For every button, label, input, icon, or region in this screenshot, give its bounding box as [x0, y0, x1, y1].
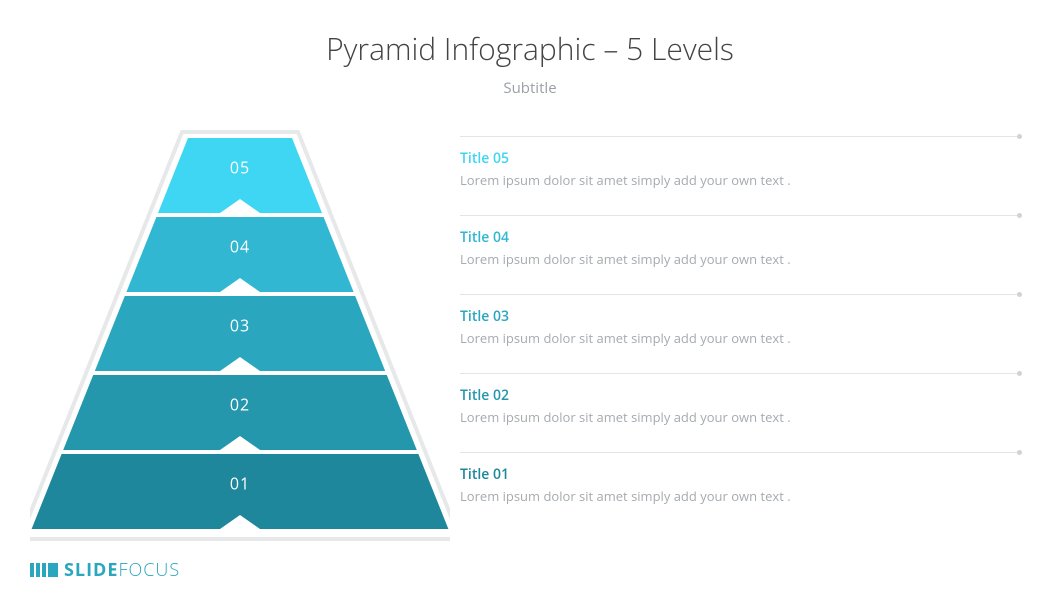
pyramid-level-number: 02	[230, 394, 250, 416]
brand-name-2: FOCUS	[118, 558, 180, 582]
detail-desc: Lorem ipsum dolor sit amet simply add yo…	[460, 487, 791, 505]
pyramid-level-number: 04	[230, 236, 250, 258]
detail-title: Title 03	[460, 307, 509, 326]
brand-name-1: SLIDE	[64, 558, 118, 582]
page-subtitle: Subtitle	[0, 78, 1060, 98]
detail-row: Title 01 Lorem ipsum dolor sit amet simpl…	[460, 452, 1020, 531]
detail-desc: Lorem ipsum dolor sit amet simply add yo…	[460, 171, 791, 189]
detail-row: Title 03 Lorem ipsum dolor sit amet simpl…	[460, 294, 1020, 373]
detail-desc: Lorem ipsum dolor sit amet simply add yo…	[460, 250, 791, 268]
detail-row: Title 04 Lorem ipsum dolor sit amet simpl…	[460, 215, 1020, 294]
detail-desc: Lorem ipsum dolor sit amet simply add yo…	[460, 329, 791, 347]
slide: Pyramid Infographic – 5 Levels Subtitle …	[0, 0, 1060, 596]
brand-logo: SLIDEFOCUS	[30, 558, 180, 582]
detail-row: Title 05 Lorem ipsum dolor sit amet simpl…	[460, 136, 1020, 215]
pyramid-level-number: 03	[230, 315, 250, 337]
detail-title: Title 04	[460, 228, 509, 247]
detail-row: Title 02 Lorem ipsum dolor sit amet simpl…	[460, 373, 1020, 452]
pyramid-level-number: 01	[230, 473, 250, 495]
brand-icon	[30, 561, 58, 579]
detail-title: Title 01	[460, 465, 509, 484]
detail-desc: Lorem ipsum dolor sit amet simply add yo…	[460, 408, 791, 426]
detail-title: Title 02	[460, 386, 509, 405]
pyramid-graphic: 05 04 03 02 01	[30, 130, 450, 560]
pyramid-level-number: 05	[230, 157, 250, 179]
level-details: Title 05 Lorem ipsum dolor sit amet simpl…	[460, 136, 1020, 531]
page-title: Pyramid Infographic – 5 Levels	[0, 28, 1060, 69]
detail-title: Title 05	[460, 149, 509, 168]
